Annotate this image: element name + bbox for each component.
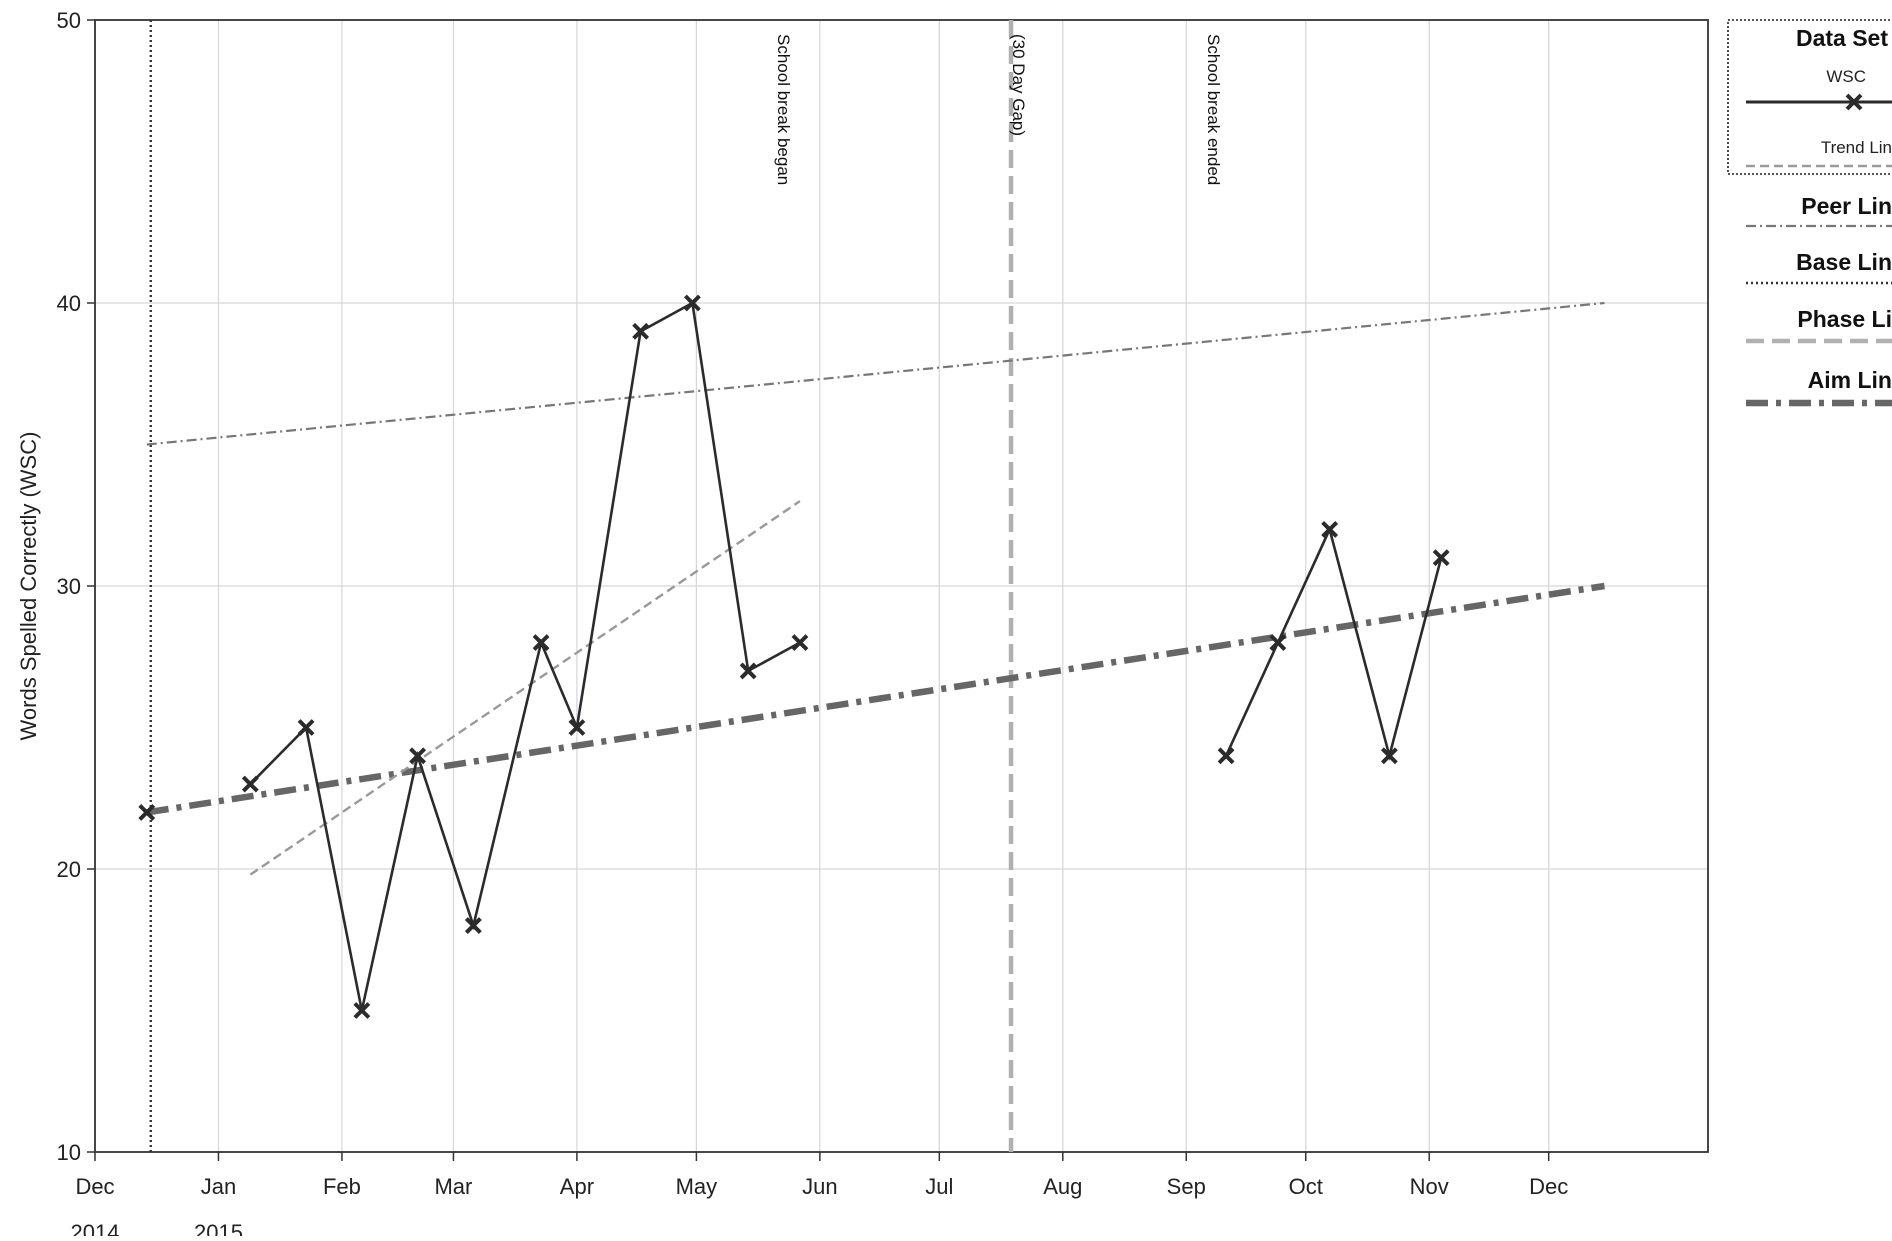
wsc-point: [464, 917, 482, 935]
wsc-marker-stroke: [353, 1002, 371, 1019]
x-year-label: 2015: [194, 1220, 243, 1236]
wsc-marker-stroke: [739, 662, 757, 680]
x-tick-label: Dec: [75, 1174, 114, 1199]
wsc-marker-stroke: [464, 917, 482, 935]
wsc-point: [568, 719, 586, 736]
wsc-point: [791, 634, 809, 652]
x-tick-label: Jul: [925, 1174, 953, 1199]
wsc-marker-stroke: [138, 803, 156, 821]
legend-phase-label: Phase Li: [1797, 306, 1892, 332]
wsc-marker-stroke: [632, 322, 650, 340]
y-tick-label: 40: [57, 291, 81, 316]
aim-line: [146, 582, 1605, 816]
legend: Data Set WSC Trend Lin Peer Lin Base Lin Phas…: [1727, 19, 1892, 407]
wsc-point: [1217, 747, 1235, 765]
wsc-marker-stroke: [1217, 747, 1235, 765]
wsc-marker-stroke: [791, 634, 809, 652]
legend-title: Data Set: [1796, 25, 1888, 51]
wsc-point: [138, 803, 156, 821]
x-tick-label: Aug: [1043, 1174, 1082, 1199]
axes: 10 20 30 40 50 Dec Jan Feb Mar Apr May Jun Jul Aug Sep…: [16, 8, 1709, 1241]
wsc-point: [532, 634, 550, 652]
x-tick-label: Dec: [1529, 1174, 1568, 1199]
x-tick-label: Oct: [1289, 1174, 1323, 1199]
legend-peer-label: Peer Lin: [1801, 193, 1892, 219]
wsc-marker-stroke: [297, 719, 315, 736]
legend-wsc-label: WSC: [1826, 67, 1866, 86]
wsc-point: [632, 322, 650, 340]
annotation-label: (30 Day Gap): [1009, 34, 1028, 136]
wsc-point: [297, 719, 315, 736]
wsc-point: [1269, 634, 1287, 652]
wsc-marker-stroke: [1269, 634, 1287, 652]
x-tick-label: Apr: [560, 1174, 594, 1199]
wsc-point: [353, 1002, 371, 1019]
y-tick-label: 10: [57, 1140, 81, 1165]
x-tick-label: Sep: [1167, 1174, 1206, 1199]
trend-line: [249, 500, 801, 876]
y-axis-title: Words Spelled Correctly (WSC): [16, 432, 41, 741]
wsc-point: [1321, 520, 1339, 538]
wsc-point: [1380, 747, 1398, 765]
wsc-marker-stroke: [568, 719, 586, 736]
wsc-marker-stroke: [1432, 549, 1450, 567]
y-tick-label: 30: [57, 574, 81, 599]
legend-base-label: Base Lin: [1796, 249, 1892, 275]
x-tick-label: Jan: [201, 1174, 236, 1199]
wsc-point: [683, 294, 701, 312]
legend-trend-label: Trend Lin: [1821, 138, 1892, 157]
wsc-marker-stroke: [241, 775, 259, 793]
plot-border: [94, 19, 1709, 1153]
reference-lines: [146, 20, 1605, 1152]
x-tick-label: May: [676, 1174, 718, 1199]
wsc-point: [409, 747, 427, 765]
x-tick-label: Jun: [802, 1174, 837, 1199]
peer-line: [146, 301, 1605, 446]
legend-dataset-box: [1727, 19, 1892, 175]
x-tick-label: Feb: [323, 1174, 361, 1199]
annotation-label: School break ended: [1204, 34, 1223, 185]
wsc-marker-stroke: [1321, 520, 1339, 538]
x-year-label: 2014: [71, 1220, 120, 1236]
x-tick-label: Nov: [1410, 1174, 1449, 1199]
legend-aim-label: Aim Lin: [1808, 367, 1892, 393]
wsc-point: [739, 662, 757, 680]
y-tick-label: 20: [57, 857, 81, 882]
wsc-point: [1432, 549, 1450, 567]
x-tick-label: Mar: [434, 1174, 472, 1199]
wsc-point: [241, 775, 259, 793]
wsc-marker-stroke: [1380, 747, 1398, 765]
wsc-series: [138, 294, 1450, 1019]
annotation-label: School break began: [774, 34, 793, 185]
legend-wsc-marker: [1845, 93, 1863, 111]
annotations: School break began (30 Day Gap) School bre…: [774, 34, 1223, 185]
wsc-marker-stroke: [683, 294, 701, 312]
wsc-marker-stroke: [532, 634, 550, 652]
grid-lines: [95, 20, 1708, 1152]
wsc-marker-stroke: [409, 747, 427, 765]
y-tick-label: 50: [57, 8, 81, 33]
